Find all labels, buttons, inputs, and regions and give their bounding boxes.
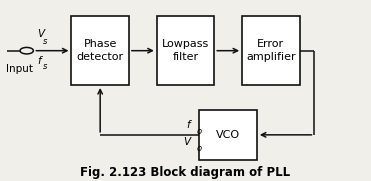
Text: o: o xyxy=(197,127,202,136)
Text: Phase
detector: Phase detector xyxy=(76,39,124,62)
Bar xyxy=(72,16,129,85)
Text: Input: Input xyxy=(6,64,33,74)
Text: o: o xyxy=(197,144,202,153)
Bar xyxy=(157,16,214,85)
Bar xyxy=(242,16,300,85)
Text: Error
amplifier: Error amplifier xyxy=(246,39,296,62)
Text: s: s xyxy=(43,37,47,46)
Text: f: f xyxy=(37,56,41,66)
Text: s: s xyxy=(43,62,47,71)
Text: V: V xyxy=(183,137,190,147)
Bar xyxy=(200,110,257,160)
Text: f: f xyxy=(187,120,190,130)
Text: Fig. 2.123 Block diagram of PLL: Fig. 2.123 Block diagram of PLL xyxy=(81,166,290,179)
Text: VCO: VCO xyxy=(216,130,240,140)
Text: V: V xyxy=(37,29,44,39)
Text: Lowpass
filter: Lowpass filter xyxy=(162,39,209,62)
